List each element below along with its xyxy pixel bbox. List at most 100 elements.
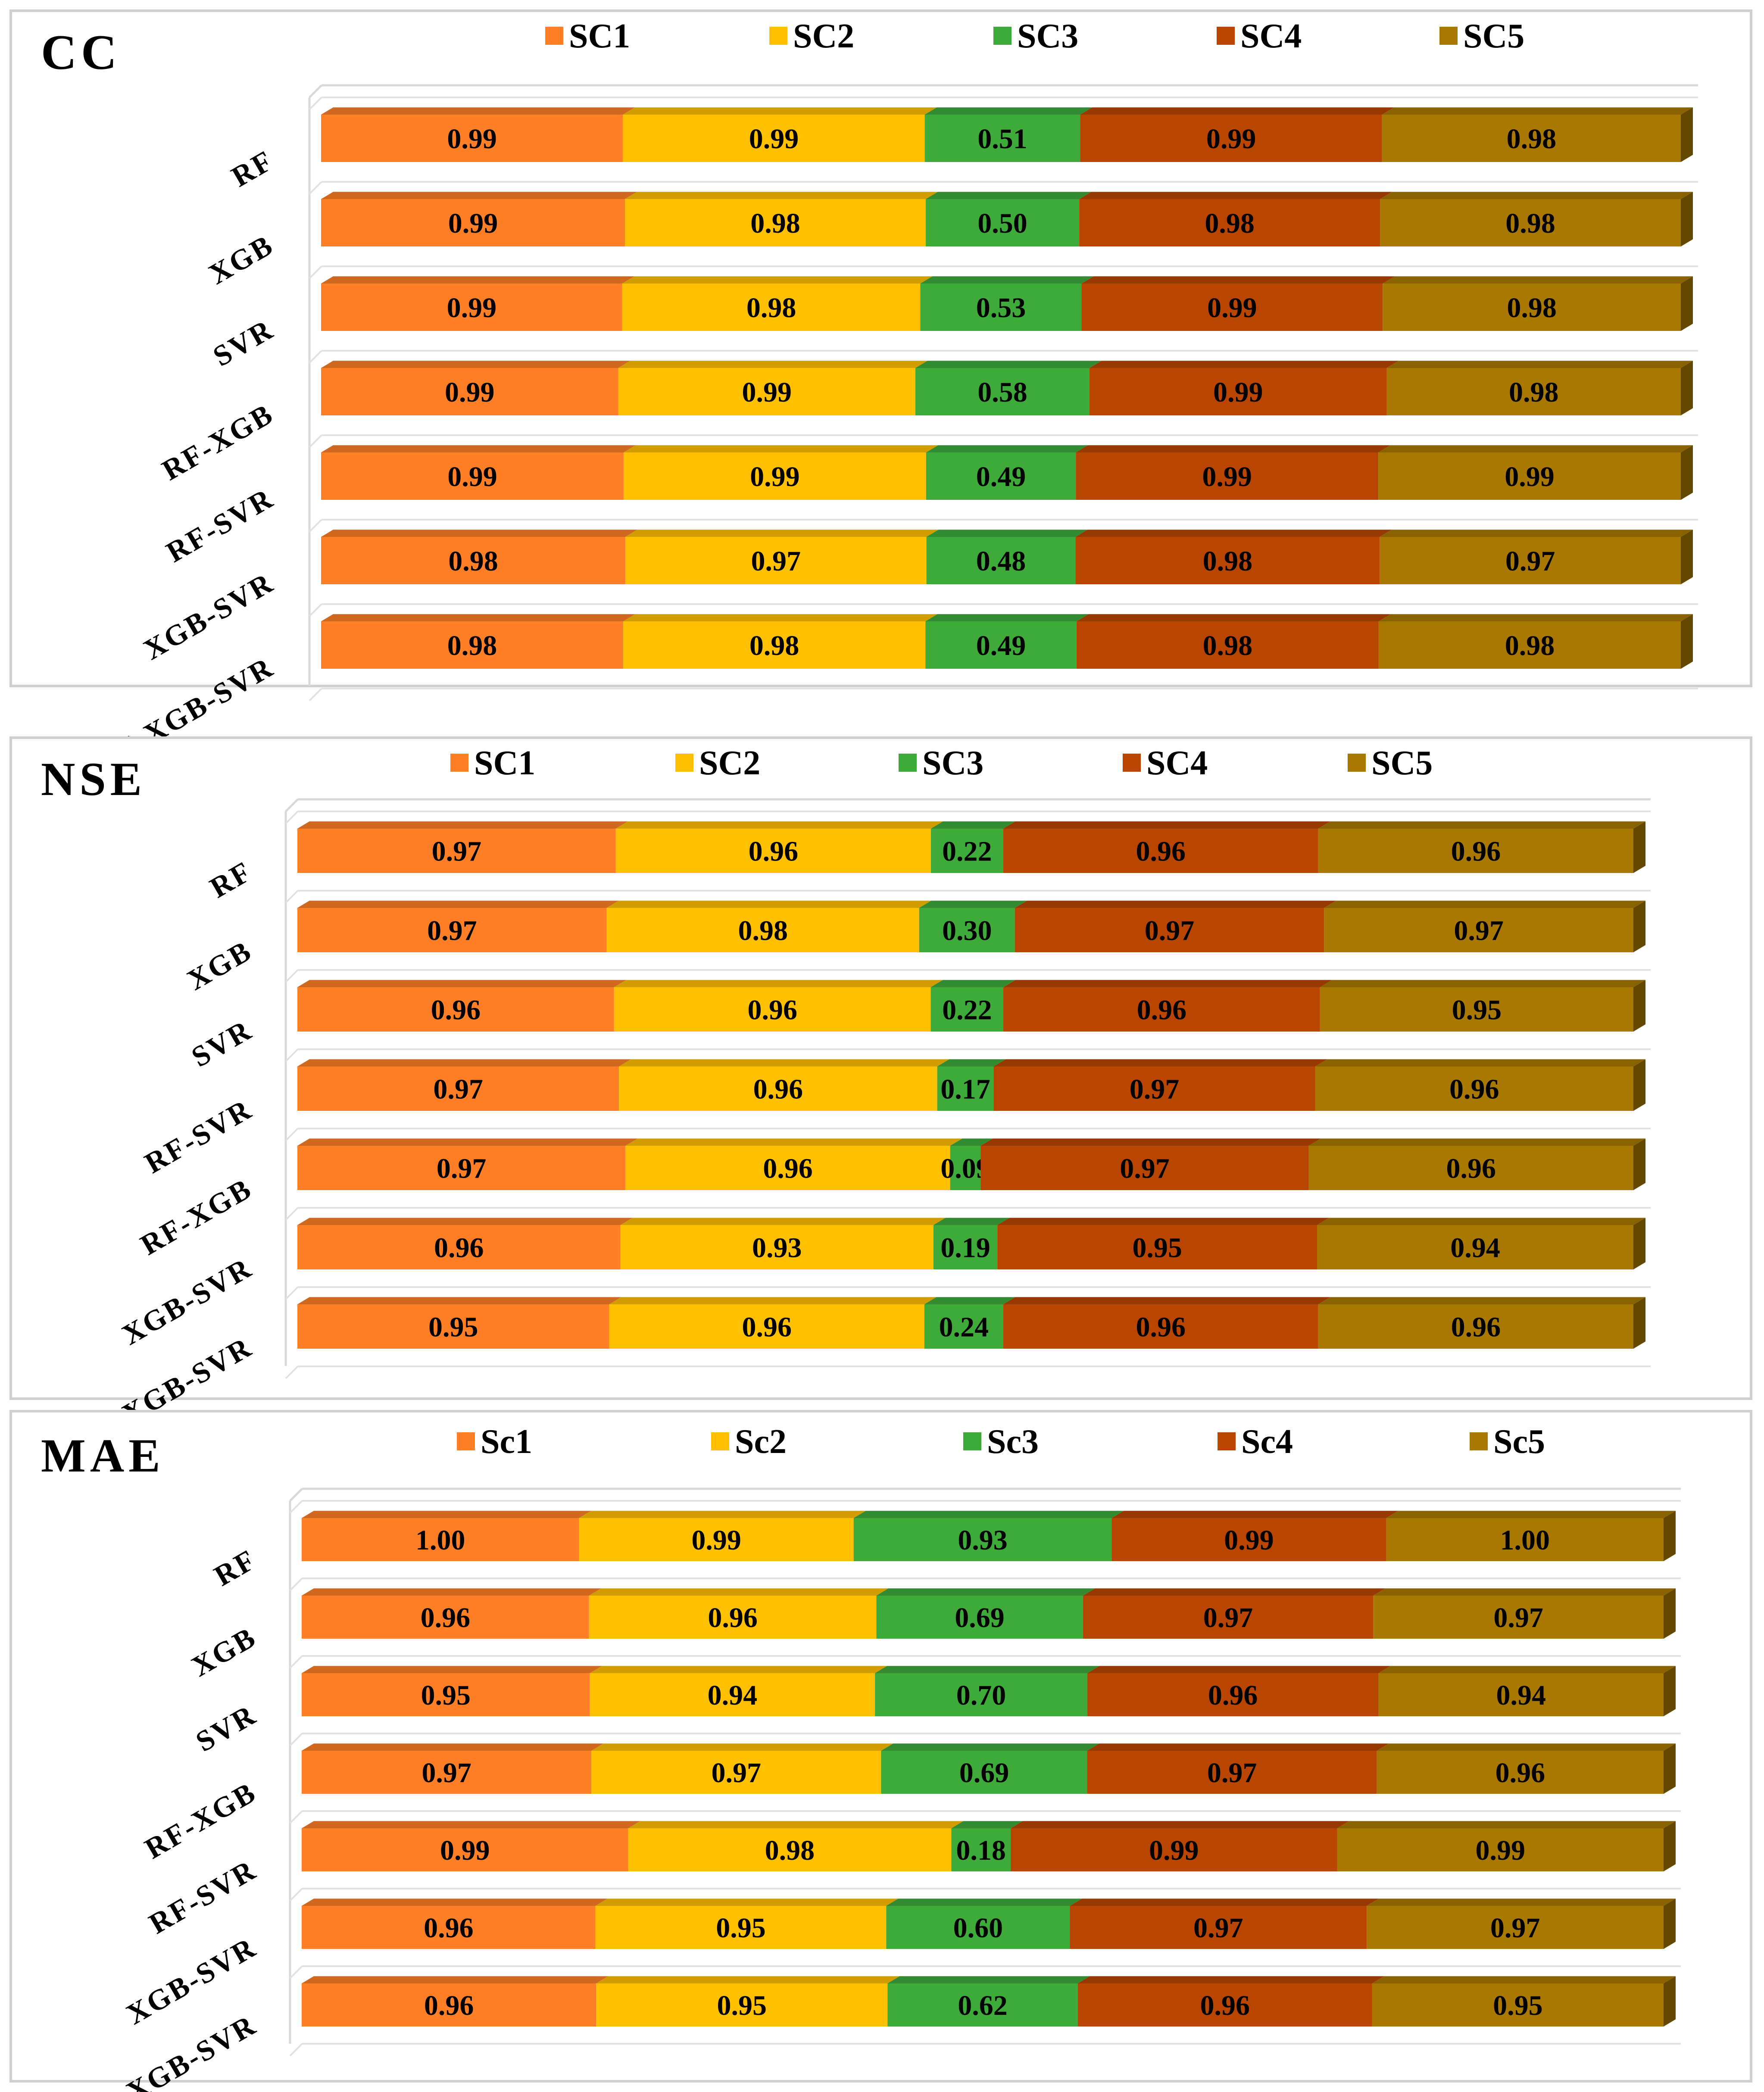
bar-segment xyxy=(1372,1983,1664,2027)
data-label: 0.97 xyxy=(1493,1602,1543,1634)
bar-segment-top xyxy=(1324,901,1645,908)
bar-segment-top xyxy=(614,980,943,987)
data-label: 0.97 xyxy=(433,1074,483,1105)
data-label: 0.93 xyxy=(958,1525,1008,1556)
bar-segment-top xyxy=(321,614,636,621)
bar-segment-top xyxy=(623,107,937,115)
bar-segment-top xyxy=(1003,1297,1330,1304)
bar-segment-top xyxy=(321,276,634,284)
bar-segment-top xyxy=(321,361,631,368)
data-label: 0.99 xyxy=(445,377,495,408)
bar-side xyxy=(1633,901,1645,952)
data-label: 0.98 xyxy=(1203,630,1253,661)
bar-segment xyxy=(596,1983,888,2027)
bar-segment xyxy=(1076,621,1379,669)
axis-floor-line xyxy=(309,434,322,448)
bar-segment-top xyxy=(876,1588,1095,1596)
bar-segment-top xyxy=(920,276,1094,284)
bar-segment xyxy=(1382,115,1681,162)
bar-segment xyxy=(590,1673,875,1716)
axis-floor-line xyxy=(289,1655,303,1669)
bar-segment-top xyxy=(1377,1743,1676,1751)
data-label: 0.96 xyxy=(1208,1680,1258,1711)
data-label: 0.99 xyxy=(742,377,792,408)
bar-segment xyxy=(881,1751,1087,1794)
axis-floor-line xyxy=(285,969,299,983)
bar-segment xyxy=(1076,452,1379,500)
bar-segment xyxy=(1003,987,1320,1032)
data-label: 0.96 xyxy=(1449,1074,1499,1105)
bar-segment xyxy=(875,1673,1087,1716)
bar-segment-top xyxy=(595,1899,899,1906)
data-label: 0.97 xyxy=(1203,1602,1253,1634)
data-label: 0.98 xyxy=(1505,630,1555,661)
data-label: 0.99 xyxy=(1202,461,1252,493)
bar-segment-top xyxy=(589,1588,889,1596)
data-label: 0.70 xyxy=(956,1680,1006,1711)
bar-segment xyxy=(297,829,616,873)
bar-segment-top xyxy=(321,445,636,452)
data-label: 0.69 xyxy=(959,1757,1009,1789)
data-label: 0.96 xyxy=(1136,1312,1186,1343)
bar-side xyxy=(1664,1743,1676,1794)
bar-segment-top xyxy=(590,1666,887,1673)
bar-segment xyxy=(1081,284,1383,331)
bar-segment-top xyxy=(915,361,1102,368)
bar-row: 0.99 0.98 0.53 0.99 0.98 xyxy=(321,276,1693,331)
legend-swatch xyxy=(675,754,693,772)
bar-segment xyxy=(997,1225,1317,1269)
data-label: 0.98 xyxy=(447,630,497,661)
bar-segment-top xyxy=(628,1821,964,1828)
bar-segment-top xyxy=(302,1899,608,1906)
axis-floor-line xyxy=(289,1733,303,1746)
data-label: 0.95 xyxy=(717,1990,767,2021)
bar-side xyxy=(1633,821,1645,873)
bar-segment xyxy=(625,537,927,584)
bar-segment-top xyxy=(1076,445,1391,452)
bar-side xyxy=(1633,1297,1645,1349)
axis-wall-line xyxy=(289,1488,303,1502)
bar-segment-top xyxy=(297,901,619,908)
legend-label: SC3 xyxy=(1017,17,1078,55)
bar-segment xyxy=(1378,621,1681,669)
bar-segment-top xyxy=(1011,1821,1349,1828)
bar-segment xyxy=(1317,1225,1633,1269)
bar-segment xyxy=(1011,1828,1337,1871)
data-label: 0.94 xyxy=(1450,1232,1500,1264)
legend-label: SC3 xyxy=(922,744,983,782)
legend-swatch xyxy=(457,1432,475,1450)
data-label: 0.96 xyxy=(1451,1312,1501,1343)
bar-segment-top xyxy=(297,1218,633,1225)
legend-swatch xyxy=(1348,754,1366,772)
bar-segment xyxy=(619,1066,937,1111)
bar-segment-top xyxy=(919,901,1027,908)
axis-floor-line xyxy=(309,350,322,364)
legend: Sc1 Sc2 Sc3 Sc4 Sc5 xyxy=(457,1423,1545,1461)
data-label: 0.24 xyxy=(939,1312,989,1343)
data-label: 0.97 xyxy=(1454,915,1504,947)
bar-segment xyxy=(302,1673,590,1716)
bar-segment xyxy=(589,1596,877,1639)
bar-segment xyxy=(950,1146,981,1190)
bar-segment xyxy=(1318,1304,1633,1349)
data-label: 0.96 xyxy=(753,1074,803,1105)
bar-segment-top xyxy=(302,1588,601,1596)
bar-segment xyxy=(925,621,1077,669)
bar-segment-top xyxy=(997,1218,1329,1225)
data-label: 0.97 xyxy=(1120,1153,1170,1185)
data-label: 0.99 xyxy=(749,123,799,155)
bar-segment xyxy=(1324,908,1633,952)
bar-segment-top xyxy=(302,1821,640,1828)
axis-wall-line xyxy=(309,84,322,98)
bar-segment xyxy=(302,1751,592,1794)
bar-segment-top xyxy=(579,1511,866,1518)
bar-segment-top xyxy=(619,1059,949,1066)
bar-row: 0.96 0.96 0.22 0.96 0.95 xyxy=(297,980,1645,1032)
bar-segment xyxy=(1087,1751,1377,1794)
bar-row: 0.97 0.96 0.17 0.97 0.96 xyxy=(297,1059,1645,1111)
legend-swatch xyxy=(1470,1432,1488,1450)
legend-label: SC4 xyxy=(1146,744,1208,782)
bar-row: 0.97 0.97 0.69 0.97 0.96 xyxy=(302,1743,1676,1794)
bar-segment xyxy=(1383,284,1681,331)
